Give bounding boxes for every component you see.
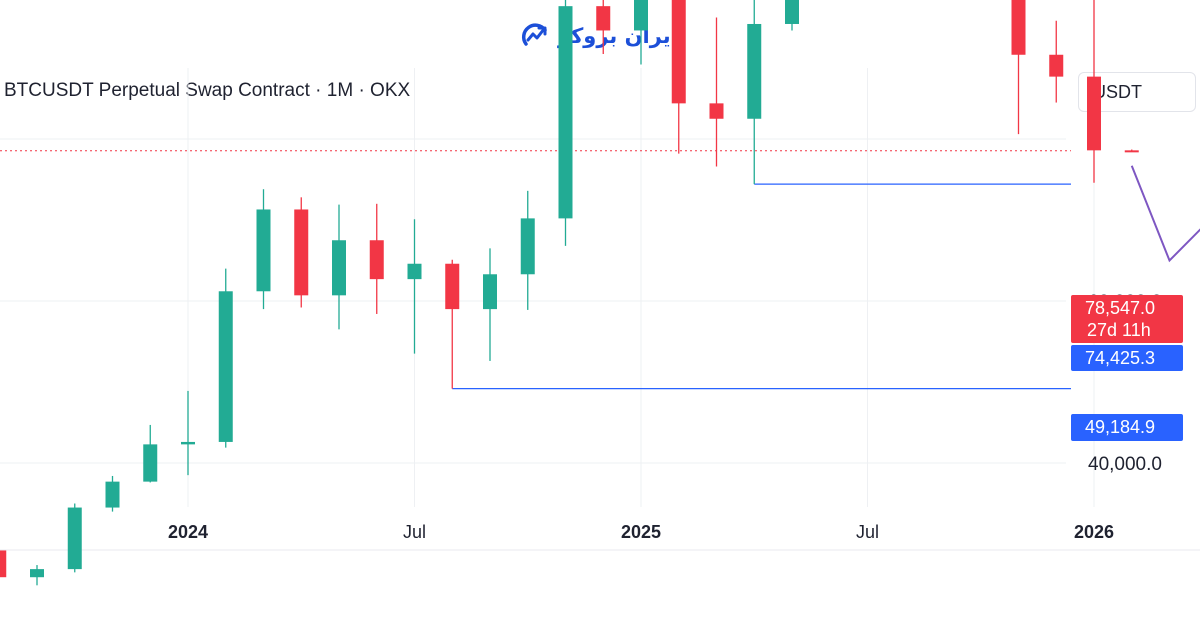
growth-chart-icon (521, 23, 547, 46)
candle-body-8 (218, 291, 233, 442)
candle-body-4 (67, 507, 82, 570)
candle-body-30 (1049, 54, 1064, 77)
candle-body-18 (596, 6, 611, 31)
current-price-value: 78,547.0 (1085, 298, 1156, 318)
brand-logo: ایران بروکر (520, 16, 678, 56)
support-levels[interactable] (452, 183, 1071, 390)
brand-name: ایران بروکر (558, 24, 678, 48)
candle-body-23 (785, 0, 799, 24)
candle-body-12 (369, 240, 384, 280)
candle-body-22 (747, 23, 762, 119)
candle-body-16 (520, 218, 535, 275)
time-tick-label-4: Jul (856, 522, 879, 542)
time-tick-label-1: 2024 (168, 522, 208, 542)
candle-body-9 (256, 209, 271, 292)
candle-countdown: 27d 11h (1087, 320, 1151, 340)
candle-body-2 (0, 550, 7, 578)
candle-body-13 (407, 263, 422, 280)
time-axis: Jul2024Jul2025Jul2026Jul2027Jul (168, 522, 1114, 542)
candle-body-21 (709, 103, 724, 119)
grid-lines (0, 68, 1095, 507)
candle-body-6 (143, 444, 158, 482)
candle-body-3 (30, 569, 44, 578)
time-tick-label-3: 2025 (621, 522, 661, 542)
level-tag-lower: 49,184.9 (1071, 414, 1183, 441)
candle-body-14 (445, 263, 460, 310)
chart-title: BTCUSDT Perpetual Swap Contract · 1M · O… (4, 80, 411, 101)
candle-body-7 (181, 441, 195, 445)
candle-body-31 (1087, 76, 1101, 151)
price-tick-label-0: 40,000.0 (1088, 454, 1162, 475)
candle-body-19 (634, 0, 648, 31)
time-tick-label-5: 2026 (1074, 522, 1114, 542)
current-price-tag: 78,547.0 27d 11h (1071, 295, 1183, 343)
candle-body-20 (671, 0, 686, 104)
time-tick-label-2: Jul (403, 522, 426, 542)
candle-body-10 (294, 209, 309, 296)
candle-body-11 (332, 240, 346, 296)
level-tag-upper: 74,425.3 (1071, 345, 1183, 371)
candles (0, 0, 1139, 586)
candle-body-15 (483, 274, 497, 310)
candle-body-32 (1124, 150, 1139, 153)
candle-body-29 (1011, 0, 1026, 55)
candle-body-5 (105, 481, 120, 508)
projection-path[interactable] (1130, 0, 1200, 435)
candle-body-17 (558, 6, 573, 219)
